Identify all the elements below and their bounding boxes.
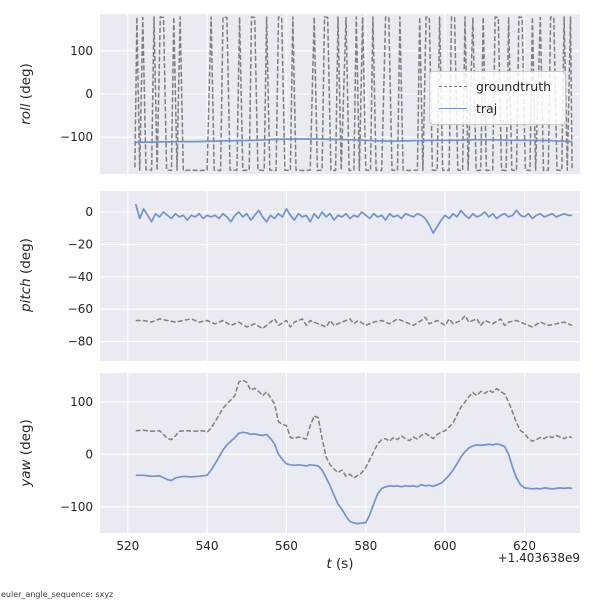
svg-text:−40: −40 [68, 270, 93, 284]
legend-item-traj: traj [439, 101, 551, 116]
svg-text:0: 0 [85, 447, 93, 461]
svg-text:100: 100 [70, 395, 93, 409]
svg-text:−60: −60 [68, 302, 93, 316]
pitch-subplot: 0 −20 −40 −60 −80 [68, 191, 580, 361]
traj-line-sample [439, 108, 467, 109]
legend-label-groundtruth: groundtruth [476, 79, 552, 94]
footer-note: euler_angle_sequence: sxyz [1, 590, 114, 599]
svg-text:600: 600 [434, 539, 457, 553]
svg-text:620: 620 [513, 539, 536, 553]
groundtruth-line-sample [439, 86, 467, 87]
svg-text:0: 0 [85, 87, 93, 101]
svg-text:580: 580 [354, 539, 377, 553]
svg-text:−100: −100 [60, 130, 93, 144]
x-axis-offset: +1.403638e9 [497, 551, 580, 565]
svg-text:−100: −100 [60, 500, 93, 514]
svg-text:560: 560 [275, 539, 298, 553]
svg-text:−80: −80 [68, 335, 93, 349]
svg-text:0: 0 [85, 205, 93, 219]
legend-item-groundtruth: groundtruth [439, 79, 551, 94]
svg-text:−20: −20 [68, 237, 93, 251]
svg-text:100: 100 [70, 44, 93, 58]
x-axis-label-var: t [326, 556, 332, 572]
svg-text:540: 540 [196, 539, 219, 553]
yaw-subplot: 100 0 −100 520 540 560 580 600 620 [60, 373, 580, 553]
x-axis-label: t (s) [100, 556, 580, 572]
x-axis-label-unit: (s) [331, 556, 354, 572]
legend: groundtruth traj [429, 71, 567, 125]
legend-label-traj: traj [476, 101, 498, 116]
svg-text:520: 520 [116, 539, 139, 553]
